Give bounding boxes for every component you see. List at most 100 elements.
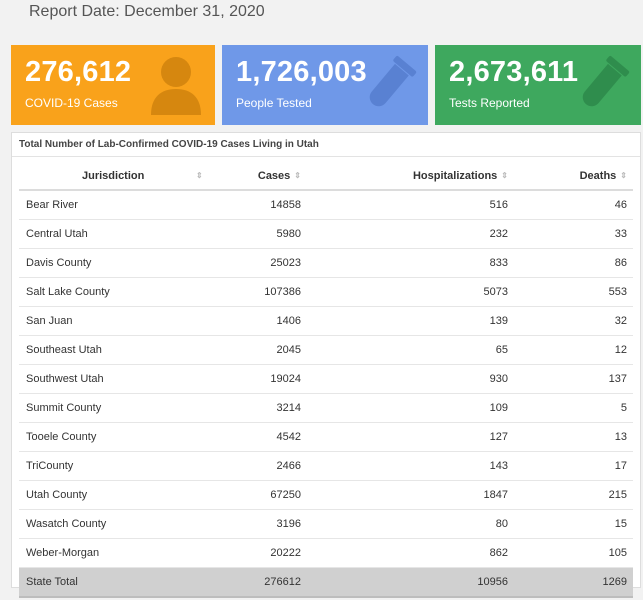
cases-table-panel: Total Number of Lab-Confirmed COVID-19 C…: [11, 132, 641, 598]
jurisdiction-header-label: Jurisdiction: [82, 170, 145, 182]
deaths-cell: 105: [608, 547, 627, 559]
cases-summary-card: 276,612 COVID-19 Cases: [11, 45, 215, 125]
hospitalizations-header-label: Hospitalizations: [412, 170, 498, 182]
cases-cell: 1406: [276, 315, 301, 327]
hospitalizations-cell: 139: [489, 315, 508, 327]
deaths-cell: 15: [614, 518, 627, 530]
table-row: Bear River 14858 516 46: [19, 191, 633, 220]
jurisdiction-cell: Southwest Utah: [26, 373, 104, 385]
cases-cell: 19024: [270, 373, 301, 385]
tested-label: People Tested: [236, 96, 312, 110]
deaths-cell: 215: [608, 489, 627, 501]
reported-value: 2,673,611: [449, 56, 579, 88]
table-row: San Juan 1406 139 32: [19, 307, 633, 336]
hospitalizations-cell: 862: [489, 547, 508, 559]
cases-value: 276,612: [25, 56, 132, 88]
table-row: Davis County 25023 833 86: [19, 249, 633, 278]
jurisdiction-cell: Davis County: [26, 257, 92, 269]
cases-header-label: Cases: [257, 170, 291, 182]
hospitalizations-cell: 80: [495, 518, 508, 530]
cases-cell: 67250: [270, 489, 301, 501]
hospitalizations-cell: 833: [489, 257, 508, 269]
cases-table: Jurisdiction ⇕ Cases ⇕ Hospitalizations ⇕ …: [19, 163, 633, 598]
sort-icon: ⇕: [501, 171, 508, 181]
test-tube-icon: [582, 56, 630, 107]
deaths-cell: 32: [614, 315, 627, 327]
deaths-cell: 17: [614, 460, 627, 472]
sort-icon: ⇕: [294, 171, 301, 181]
cases-cell: 14858: [270, 199, 301, 211]
total-cases: 276612: [264, 576, 301, 588]
state-total-row: State Total 276612 10956 1269: [19, 568, 633, 598]
jurisdiction-cell: Southeast Utah: [26, 344, 102, 356]
deaths-cell: 46: [614, 199, 627, 211]
hospitalizations-cell: 232: [489, 228, 508, 240]
reported-label: Tests Reported: [449, 96, 530, 110]
cases-cell: 25023: [270, 257, 301, 269]
table-body: Bear River 14858 516 46 Central Utah 5980 232 3…: [19, 191, 633, 568]
jurisdiction-cell: TriCounty: [26, 460, 74, 472]
jurisdiction-cell: Wasatch County: [26, 518, 107, 530]
column-header-deaths[interactable]: Deaths ⇕: [580, 163, 627, 189]
deaths-cell: 86: [614, 257, 627, 269]
divider: [12, 156, 640, 157]
table-title: Total Number of Lab-Confirmed COVID-19 C…: [19, 139, 319, 150]
report-date: Report Date: December 31, 2020: [29, 3, 265, 20]
cases-label: COVID-19 Cases: [25, 96, 118, 110]
tests-reported-card: 2,673,611 Tests Reported: [435, 45, 641, 125]
deaths-cell: 5: [620, 402, 627, 414]
sort-icon: ⇕: [620, 171, 627, 181]
total-jurisdiction: State Total: [26, 576, 78, 588]
hospitalizations-cell: 930: [489, 373, 508, 385]
jurisdiction-cell: Weber-Morgan: [26, 547, 100, 559]
deaths-cell: 12: [614, 344, 627, 356]
deaths-cell: 13: [614, 431, 627, 443]
table-row: Central Utah 5980 232 33: [19, 220, 633, 249]
table-row: Summit County 3214 109 5: [19, 394, 633, 423]
table-header-row: Jurisdiction ⇕ Cases ⇕ Hospitalizations ⇕ …: [19, 163, 633, 191]
hospitalizations-cell: 109: [489, 402, 508, 414]
hospitalizations-cell: 516: [489, 199, 508, 211]
table-row: TriCounty 2466 143 17: [19, 452, 633, 481]
column-header-cases[interactable]: Cases ⇕: [258, 163, 301, 189]
table-row: Wasatch County 3196 80 15: [19, 510, 633, 539]
jurisdiction-cell: Salt Lake County: [26, 286, 110, 298]
jurisdiction-cell: Bear River: [26, 199, 78, 211]
jurisdiction-cell: Tooele County: [26, 431, 97, 443]
cases-cell: 20222: [270, 547, 301, 559]
total-hospitalizations: 10956: [477, 576, 508, 588]
hospitalizations-cell: 127: [489, 431, 508, 443]
cases-cell: 3196: [276, 518, 301, 530]
cases-cell: 4542: [276, 431, 301, 443]
table-row: Tooele County 4542 127 13: [19, 423, 633, 452]
hospitalizations-cell: 5073: [483, 286, 508, 298]
cases-cell: 2466: [276, 460, 301, 472]
cases-cell: 107386: [264, 286, 301, 298]
test-tube-icon: [369, 56, 417, 107]
deaths-cell: 553: [608, 286, 627, 298]
tested-value: 1,726,003: [236, 56, 367, 88]
table-row: Weber-Morgan 20222 862 105: [19, 539, 633, 568]
hospitalizations-cell: 65: [495, 344, 508, 356]
hospitalizations-cell: 143: [489, 460, 508, 472]
total-deaths: 1269: [602, 576, 627, 588]
hospitalizations-cell: 1847: [483, 489, 508, 501]
deaths-cell: 137: [608, 373, 627, 385]
jurisdiction-cell: Summit County: [26, 402, 102, 414]
column-header-hospitalizations[interactable]: Hospitalizations ⇕: [413, 163, 508, 189]
sort-icon[interactable]: ⇕: [196, 171, 203, 180]
table-row: Southeast Utah 2045 65 12: [19, 336, 633, 365]
table-row: Southwest Utah 19024 930 137: [19, 365, 633, 394]
deaths-header-label: Deaths: [579, 170, 617, 182]
jurisdiction-cell: San Juan: [26, 315, 73, 327]
jurisdiction-cell: Central Utah: [26, 228, 88, 240]
people-tested-card: 1,726,003 People Tested: [222, 45, 428, 125]
column-header-jurisdiction[interactable]: Jurisdiction: [82, 163, 144, 189]
cases-cell: 3214: [276, 402, 301, 414]
table-row: Utah County 67250 1847 215: [19, 481, 633, 510]
person-icon: [151, 57, 201, 115]
deaths-cell: 33: [614, 228, 627, 240]
jurisdiction-cell: Utah County: [26, 489, 88, 501]
table-row: Salt Lake County 107386 5073 553: [19, 278, 633, 307]
cases-cell: 2045: [276, 344, 301, 356]
